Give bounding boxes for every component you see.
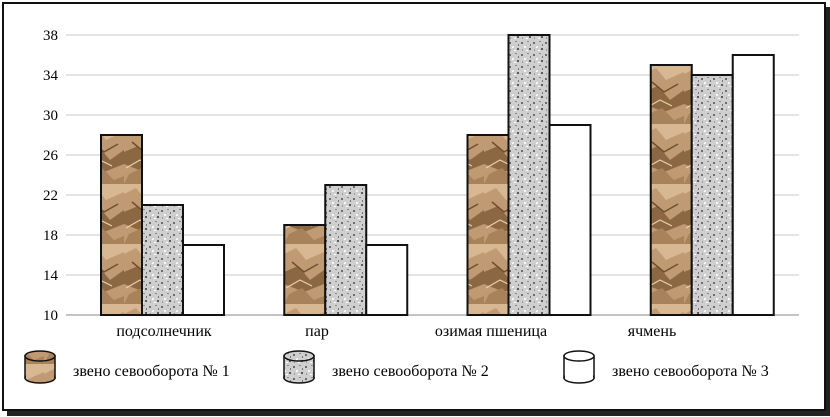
bar-3 (548, 124, 592, 316)
bar-3 (365, 244, 409, 316)
cylinder-icon (24, 350, 56, 384)
bar-chart: 10 14 18 22 26 30 34 38 подсолнечник пар озимая п… (24, 28, 799, 384)
bar-1 (283, 224, 327, 316)
y-tick-label: 30 (43, 108, 58, 124)
legend-label: звено севооборота № 2 (332, 363, 489, 380)
y-tick-label: 34 (43, 68, 59, 84)
legend-item: звено севооборота № 3 (563, 350, 769, 384)
legend-item: звено севооборота № 1 (24, 350, 230, 384)
legend-label: звено севооборота № 1 (73, 363, 230, 380)
cylinder-icon (563, 350, 595, 384)
bar-2 (690, 74, 734, 316)
bars (100, 34, 775, 316)
y-tick-label: 38 (43, 28, 58, 44)
y-tick-label: 26 (43, 148, 59, 164)
bar-3 (731, 54, 775, 316)
category-label: ячмень (628, 323, 677, 340)
y-tick-label: 10 (43, 308, 58, 324)
category-label: озимая пшеница (435, 323, 547, 340)
bar-1 (100, 134, 143, 316)
legend: звено севооборота № 1 звено севооборота №… (24, 350, 769, 384)
grid-lines (66, 34, 799, 276)
x-axis-labels: подсолнечник пар озимая пшеница ячмень (116, 323, 676, 340)
bar-3 (182, 244, 225, 316)
legend-label: звено севооборота № 3 (612, 363, 769, 380)
y-tick-label: 22 (43, 188, 58, 204)
category-label: пар (305, 323, 329, 340)
bar-1 (649, 64, 693, 316)
bar-2 (507, 34, 551, 316)
bar-1 (466, 134, 510, 316)
cylinder-icon (283, 350, 315, 384)
legend-item: звено севооборота № 2 (283, 350, 489, 384)
category-label: подсолнечник (116, 323, 212, 340)
y-tick-label: 14 (43, 268, 59, 284)
bar-2 (324, 184, 368, 316)
bar-2 (141, 204, 184, 316)
chart-frame: 10 14 18 22 26 30 34 38 подсолнечник пар озимая п… (2, 2, 826, 411)
y-tick-label: 18 (43, 228, 58, 244)
